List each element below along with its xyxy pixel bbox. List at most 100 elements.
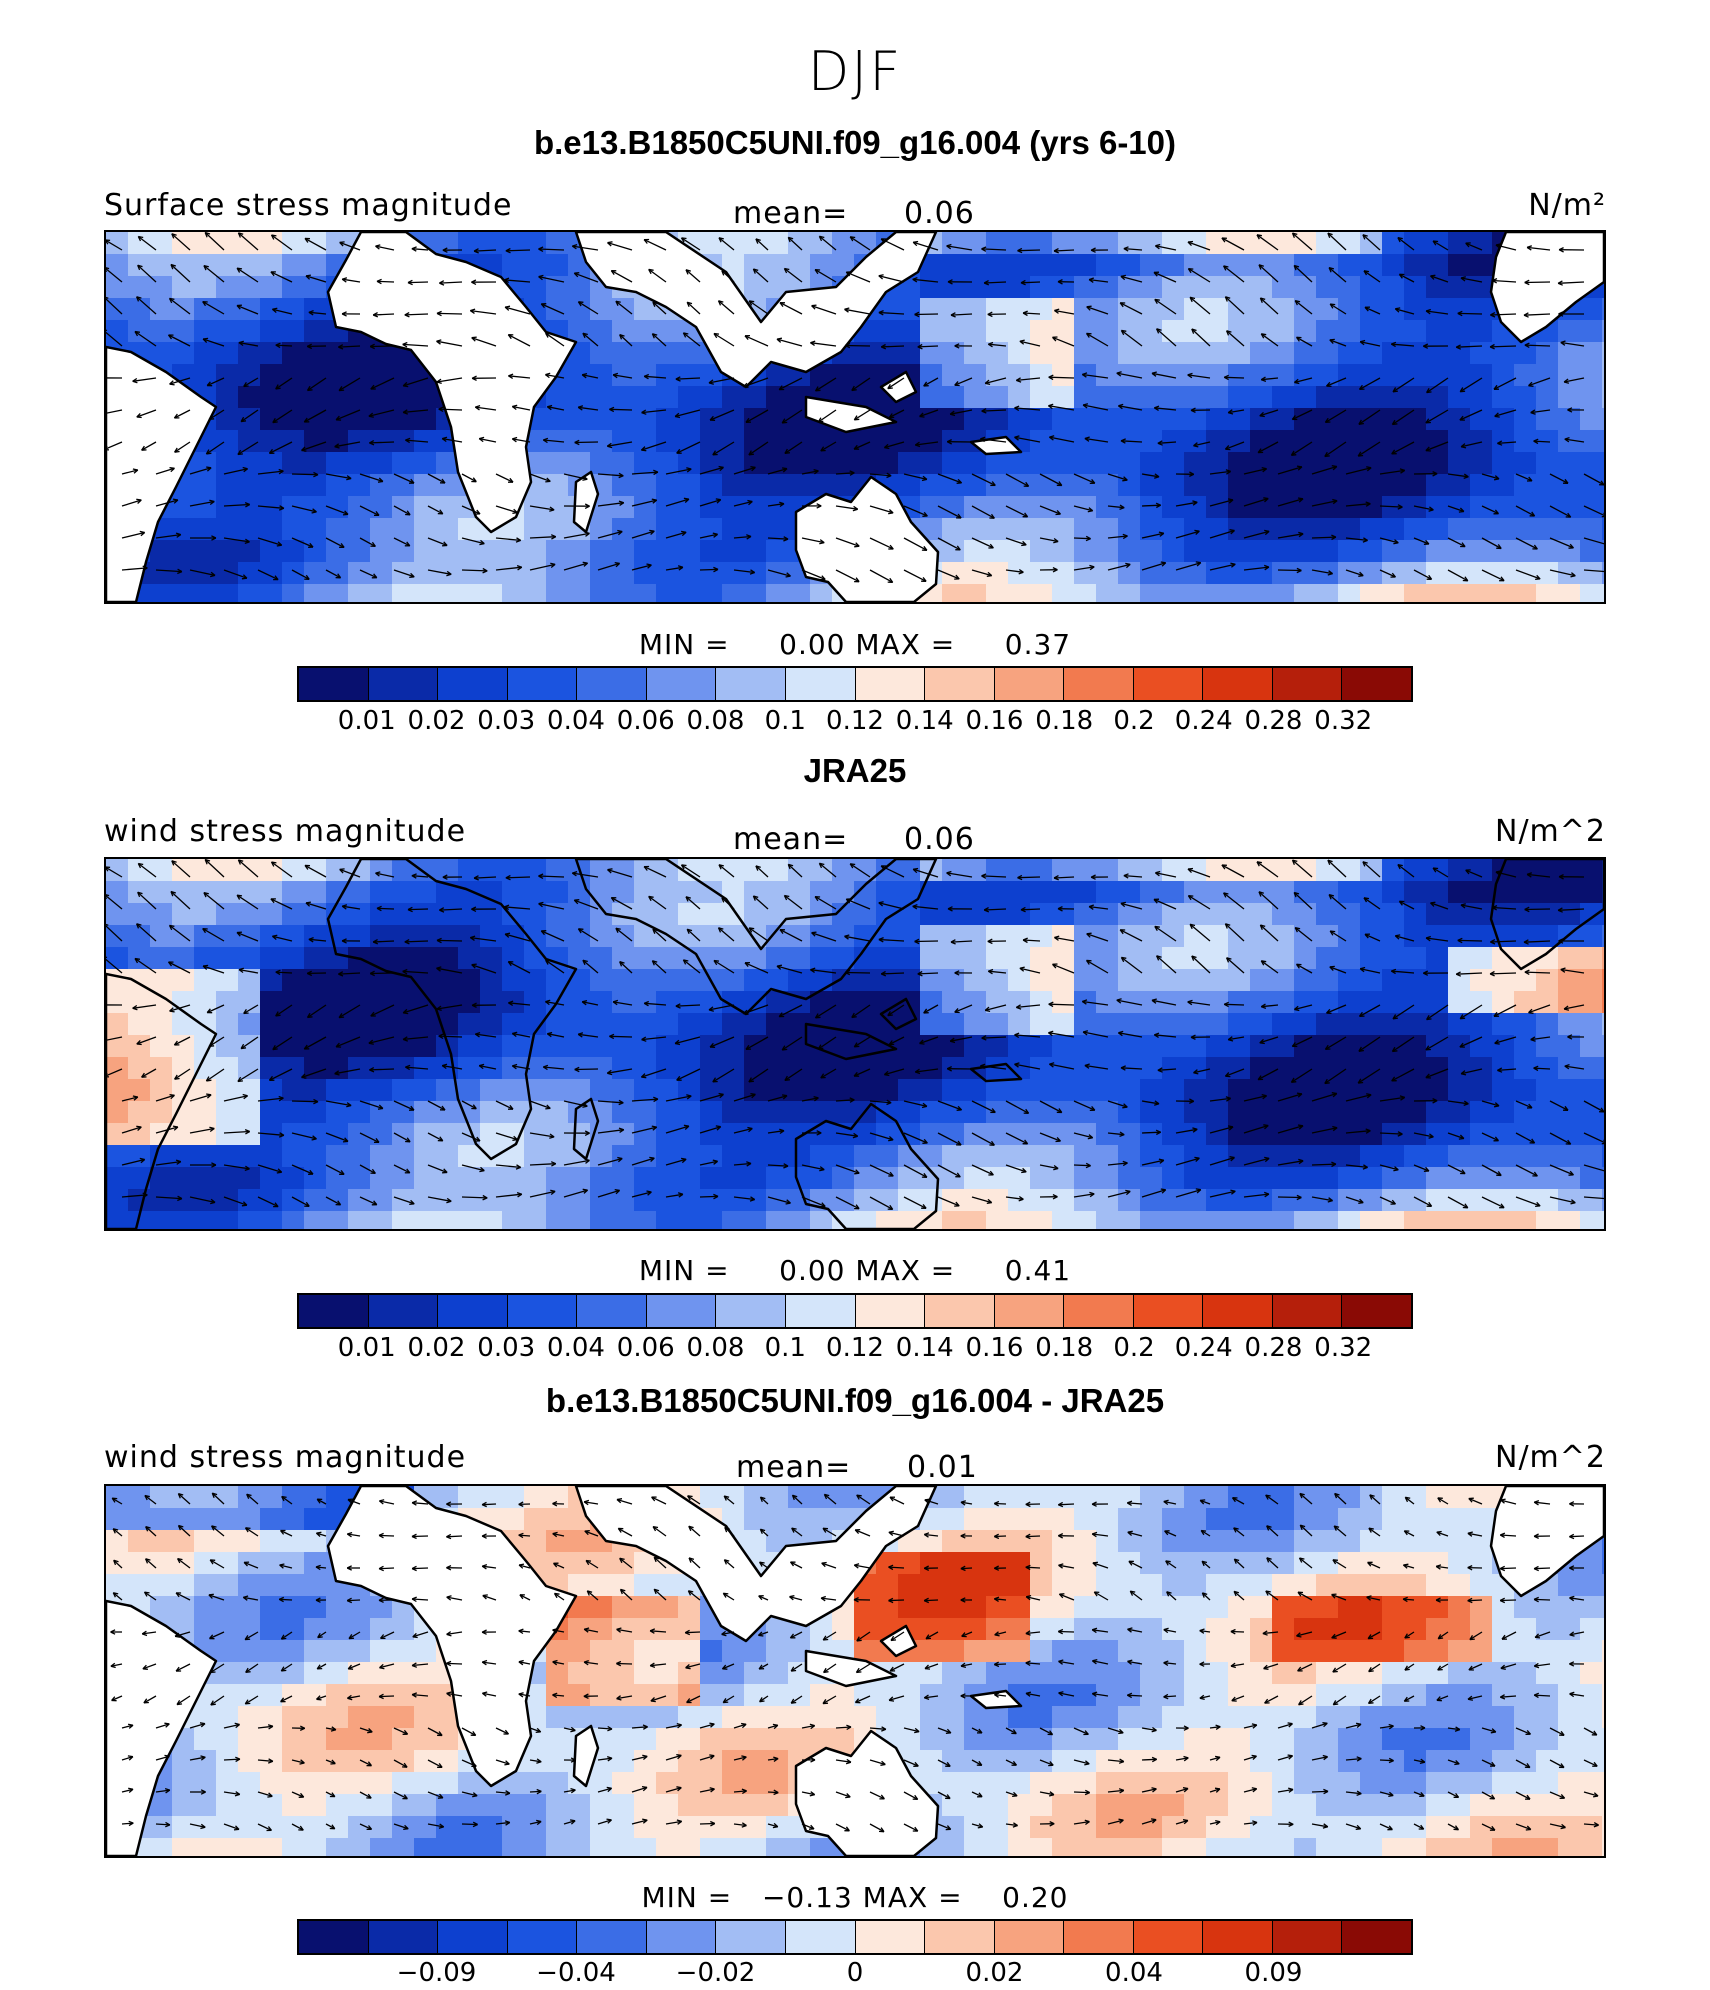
colorbar-tick-label: 0.02 [966, 1958, 1024, 1988]
colorbar-swatch [1273, 1921, 1343, 1953]
colorbar-swatch [1203, 1921, 1273, 1953]
colorbar-swatch [925, 1921, 995, 1953]
panel-3-min-label: MIN = [642, 1881, 733, 1914]
colorbar-swatch [716, 1295, 786, 1327]
panel-1-min-value: 0.00 [779, 628, 845, 661]
panel-2-min-value: 0.00 [779, 1254, 845, 1287]
colorbar-tick-label: 0.02 [408, 1333, 466, 1363]
colorbar-tick-label: 0.28 [1245, 1333, 1303, 1363]
colorbar-tick-label: 0.2 [1113, 706, 1154, 736]
panel-2-minmax: MIN = 0.00 MAX = 0.41 [0, 1254, 1710, 1287]
colorbar-swatch [925, 668, 995, 700]
colorbar-swatch [856, 668, 926, 700]
panel-2-map [104, 857, 1606, 1231]
panel-1-units: N/m² [1528, 188, 1606, 223]
colorbar-swatch [577, 1295, 647, 1327]
colorbar-swatch [369, 1921, 439, 1953]
colorbar-swatch [1134, 668, 1204, 700]
colorbar-tick-label: 0.32 [1314, 1333, 1372, 1363]
panel-2-variable-label: wind stress magnitude [104, 814, 466, 849]
panel-1-max-value: 0.37 [1005, 628, 1071, 661]
colorbar-tick-label: 0.01 [338, 1333, 396, 1363]
colorbar-swatch [299, 1921, 369, 1953]
panel-3-mean-label: mean= [736, 1450, 851, 1485]
panel-3-colorbar [297, 1919, 1413, 1955]
colorbar-tick-label: 0.08 [687, 706, 745, 736]
panel-1-max-label: MAX = [855, 628, 955, 661]
panel-2-max-value: 0.41 [1005, 1254, 1071, 1287]
panel-1-minmax: MIN = 0.00 MAX = 0.37 [0, 628, 1710, 661]
colorbar-swatch [438, 1295, 508, 1327]
colorbar-tick-label: 0 [847, 1958, 864, 1988]
colorbar-tick-label: 0.06 [617, 706, 675, 736]
colorbar-tick-label: 0.1 [765, 1333, 806, 1363]
map-canvas [106, 232, 1604, 602]
colorbar-swatch [508, 668, 578, 700]
panel-1-min-label: MIN = [639, 628, 730, 661]
colorbar-swatch [1342, 668, 1411, 700]
colorbar-tick-label: 0.04 [547, 706, 605, 736]
colorbar-tick-label: −0.04 [536, 1958, 616, 1988]
colorbar-swatch [1342, 1295, 1411, 1327]
colorbar-swatch [786, 668, 856, 700]
colorbar-swatch [577, 668, 647, 700]
colorbar-swatch [995, 1921, 1065, 1953]
map-canvas [106, 1486, 1604, 1856]
panel-1-mean-value: 0.06 [904, 196, 975, 231]
colorbar-swatch [856, 1921, 926, 1953]
colorbar-tick-label: 0.14 [896, 1333, 954, 1363]
colorbar-swatch [1064, 1921, 1134, 1953]
colorbar-tick-label: 0.24 [1175, 1333, 1233, 1363]
colorbar-swatch [1273, 668, 1343, 700]
colorbar-swatch [1203, 668, 1273, 700]
panel-2-mean-label: mean= [733, 822, 848, 857]
colorbar-tick-label: 0.04 [547, 1333, 605, 1363]
colorbar-swatch [438, 668, 508, 700]
colorbar-tick-label: 0.32 [1314, 706, 1372, 736]
season-title: DJF [0, 40, 1710, 103]
colorbar-swatch [786, 1295, 856, 1327]
colorbar-swatch [369, 668, 439, 700]
colorbar-tick-label: 0.09 [1245, 1958, 1303, 1988]
colorbar-swatch [647, 668, 717, 700]
colorbar-tick-label: −0.02 [676, 1958, 756, 1988]
colorbar-tick-label: 0.04 [1105, 1958, 1163, 1988]
colorbar-swatch [1134, 1295, 1204, 1327]
panel-2-title: JRA25 [0, 752, 1710, 790]
colorbar-swatch [1273, 1295, 1343, 1327]
colorbar-swatch [995, 668, 1065, 700]
colorbar-swatch [995, 1295, 1065, 1327]
panel-1-map [104, 230, 1606, 604]
colorbar-tick-label: 0.12 [826, 706, 884, 736]
colorbar-tick-label: −0.09 [397, 1958, 477, 1988]
colorbar-swatch [1134, 1921, 1204, 1953]
panel-3-map [104, 1484, 1606, 1858]
colorbar-swatch [856, 1295, 926, 1327]
colorbar-swatch [438, 1921, 508, 1953]
panel-2-colorbar [297, 1293, 1413, 1329]
colorbar-tick-label: 0.18 [1035, 706, 1093, 736]
colorbar-tick-label: 0.1 [765, 706, 806, 736]
colorbar-swatch [508, 1295, 578, 1327]
panel-3-variable-label: wind stress magnitude [104, 1440, 466, 1475]
map-canvas [106, 859, 1604, 1229]
colorbar-tick-label: 0.03 [477, 1333, 535, 1363]
colorbar-swatch [299, 1295, 369, 1327]
colorbar-swatch [786, 1921, 856, 1953]
colorbar-tick-label: 0.08 [687, 1333, 745, 1363]
panel-3-colorbar-ticks: −0.09 −0.04 −0.02 0 0.02 0.04 0.09 [297, 1958, 1413, 1990]
panel-2-mean-value: 0.06 [904, 822, 975, 857]
colorbar-tick-label: 0.14 [896, 706, 954, 736]
colorbar-swatch [1203, 1295, 1273, 1327]
panel-2-max-label: MAX = [855, 1254, 955, 1287]
colorbar-swatch [716, 668, 786, 700]
panel-1-mean-label: mean= [733, 196, 848, 231]
colorbar-tick-label: 0.18 [1035, 1333, 1093, 1363]
colorbar-tick-label: 0.02 [408, 706, 466, 736]
panel-3-units: N/m^2 [1495, 1440, 1606, 1475]
colorbar-swatch [1064, 1295, 1134, 1327]
colorbar-tick-label: 0.28 [1245, 706, 1303, 736]
colorbar-swatch [925, 1295, 995, 1327]
